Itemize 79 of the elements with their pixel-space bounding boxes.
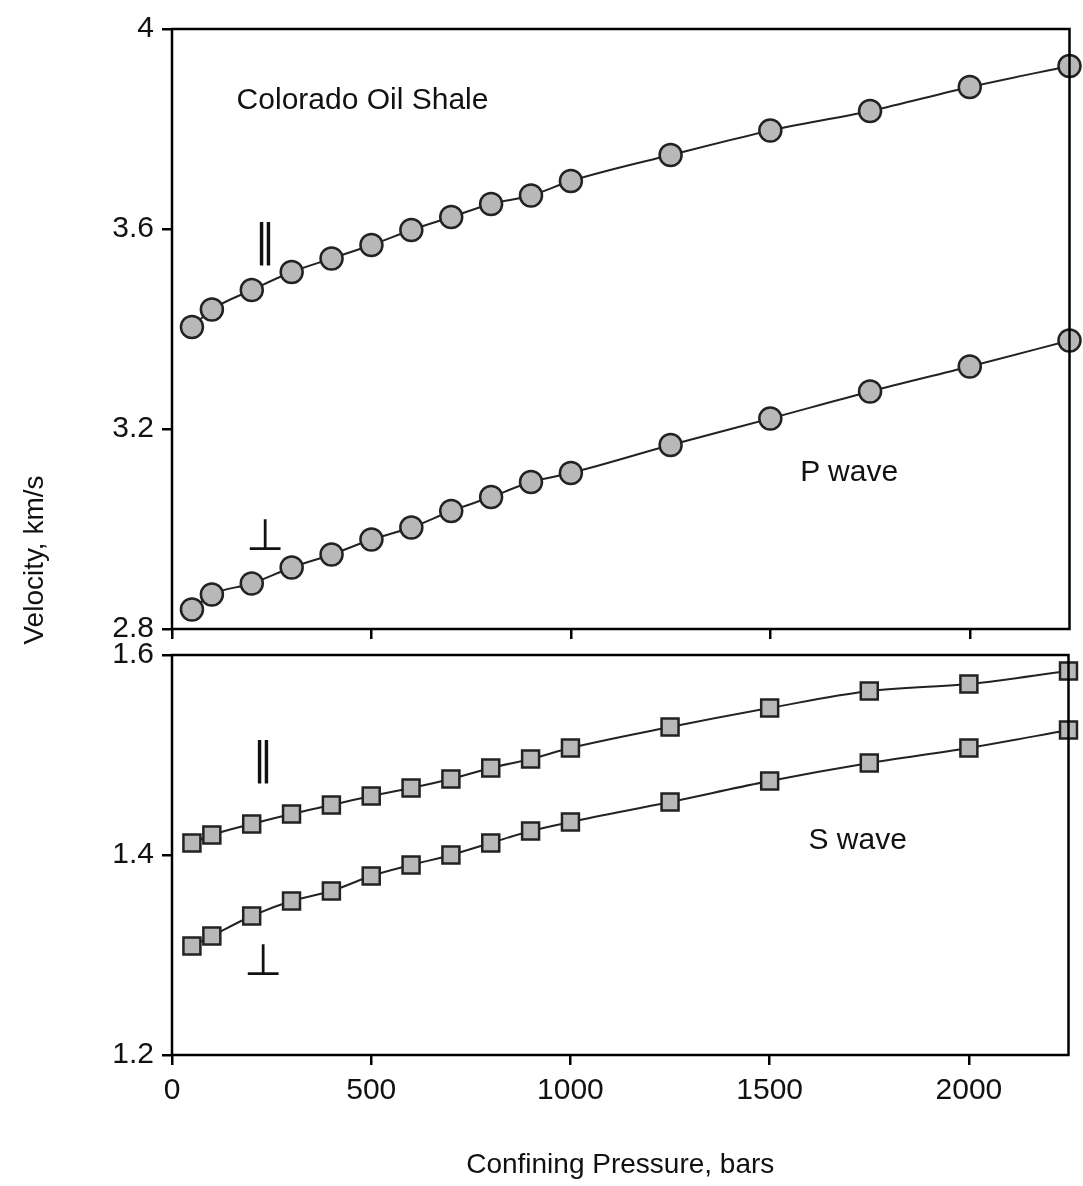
point (520, 749, 541, 769)
point (401, 778, 421, 798)
point (759, 771, 780, 791)
point (478, 484, 504, 510)
point (239, 277, 265, 303)
point (361, 786, 381, 806)
point (560, 738, 581, 758)
point (660, 717, 680, 737)
point (399, 217, 424, 243)
x-tick-label: 1500 (736, 1072, 804, 1106)
y-tick-label: 1.2 (112, 1036, 154, 1070)
annotation: S wave (808, 822, 907, 856)
series-label: ⊥ (243, 935, 282, 985)
point (859, 753, 880, 773)
point (321, 881, 342, 901)
y-tick-label: 3.2 (112, 410, 154, 444)
x-tick-label: 1000 (537, 1072, 604, 1106)
point (359, 232, 384, 258)
point (658, 142, 683, 168)
x-axis-title: Confining Pressure, bars (466, 1147, 775, 1179)
point (658, 432, 683, 458)
point (518, 469, 544, 495)
point (441, 845, 461, 865)
annotation: P wave (800, 454, 899, 488)
point (959, 738, 979, 758)
y-tick-label: 1.4 (112, 836, 154, 870)
point (202, 926, 222, 946)
point (438, 204, 464, 230)
point (758, 406, 783, 431)
point (441, 769, 461, 789)
point (857, 98, 883, 124)
point (481, 758, 501, 778)
point (957, 354, 983, 379)
point (399, 515, 424, 540)
point (241, 814, 262, 834)
point (481, 833, 501, 853)
point (179, 314, 205, 340)
series-label: ∥ (254, 215, 277, 266)
series-label: ⊥ (246, 509, 285, 559)
point (957, 74, 983, 100)
point (558, 460, 584, 486)
point (660, 792, 680, 812)
point (560, 812, 581, 832)
point (319, 246, 344, 271)
point (401, 855, 421, 875)
y-tick-label: 4 (137, 10, 154, 44)
point (182, 833, 202, 853)
point (241, 906, 262, 926)
point (281, 804, 302, 824)
point (202, 825, 222, 845)
point (321, 795, 342, 815)
point (759, 698, 780, 718)
point (361, 866, 381, 886)
point (959, 674, 979, 694)
x-tick-label: 500 (346, 1072, 397, 1106)
point (279, 555, 304, 580)
point (279, 259, 304, 285)
point (281, 891, 302, 911)
y-tick-label: 3.6 (112, 210, 154, 244)
point (239, 571, 265, 596)
point (359, 527, 384, 552)
point (558, 168, 584, 194)
point (857, 379, 883, 404)
annotation: Colorado Oil Shale (236, 82, 489, 116)
point (179, 597, 205, 622)
point (438, 498, 464, 524)
point (319, 542, 344, 567)
y-axis-title: Velocity, km/s (18, 475, 50, 645)
point (518, 183, 544, 208)
series-label: ∥ (251, 734, 274, 785)
x-tick-label: 0 (163, 1072, 181, 1106)
point (182, 936, 202, 956)
point (199, 582, 225, 607)
point (758, 118, 783, 143)
point (520, 821, 541, 841)
point (478, 191, 504, 217)
point (859, 681, 880, 701)
point (199, 297, 225, 322)
x-tick-label: 2000 (935, 1072, 1003, 1106)
